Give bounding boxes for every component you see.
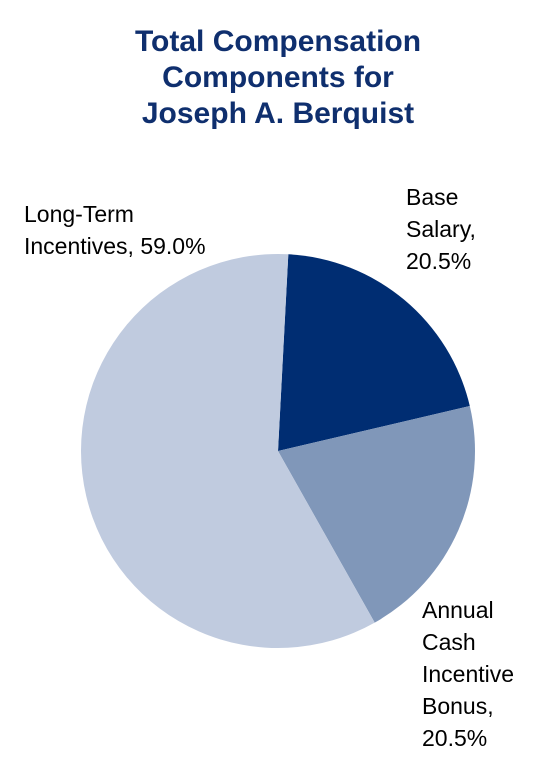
slice-label-line: Incentives, 59.0% [24, 233, 206, 259]
slice-label-base-salary: Base Salary, 20.5% [406, 181, 476, 277]
slice-label-line: 20.5% [406, 248, 472, 274]
slice-label-line: Salary, [406, 216, 476, 242]
slice-label-line: 20.5% [422, 725, 488, 751]
slice-label-line: Bonus, [422, 693, 494, 719]
pie-slice-long-term-incentives [81, 254, 375, 649]
slice-label-line: Incentive [422, 661, 515, 687]
chart-title: Total Compensation Components for Joseph… [0, 24, 556, 132]
slice-label-line: Annual [422, 597, 494, 623]
pie-slice-annual-cash-incentive-bonus [278, 406, 476, 623]
pie-slice-base-salary [278, 254, 470, 451]
chart-title-line: Components for [162, 61, 394, 94]
slice-label-long-term-incentives: Long-Term Incentives, 59.0% [24, 198, 206, 262]
slice-label-line: Long-Term [24, 201, 134, 227]
slice-label-annual-cash-incentive-bonus: Annual Cash Incentive Bonus, 20.5% [422, 594, 514, 754]
slice-label-line: Base [406, 184, 459, 210]
chart-title-line: Total Compensation [134, 25, 422, 58]
chart-title-line: Joseph A. Berquist [141, 97, 415, 130]
slice-label-line: Cash [422, 629, 476, 655]
